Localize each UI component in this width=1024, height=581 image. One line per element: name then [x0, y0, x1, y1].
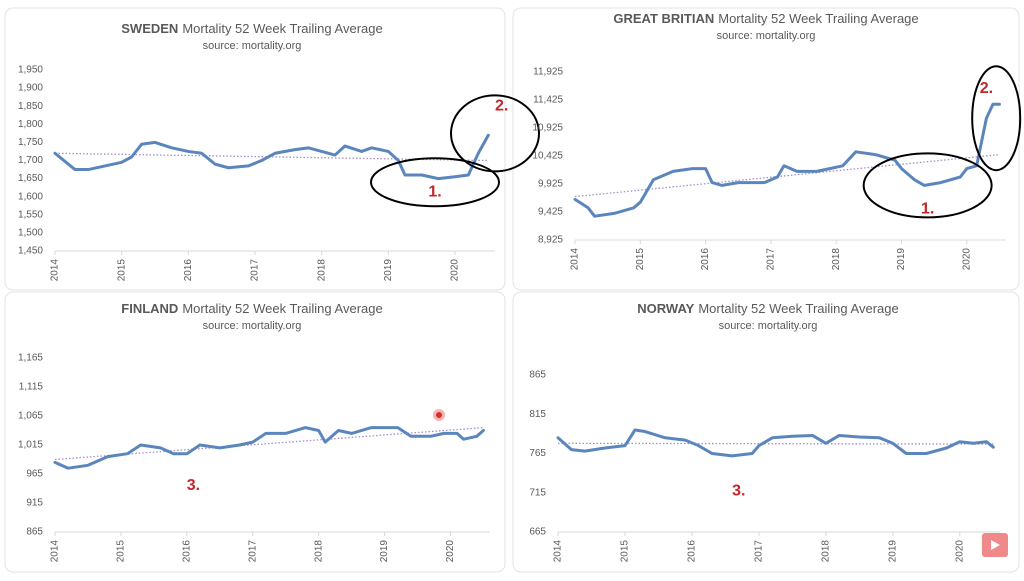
y-tick-label: 1,900 [18, 83, 43, 94]
x-tick-label: 2017 [250, 259, 261, 282]
video-icon-play [991, 540, 1000, 550]
y-tick-label: 1,165 [18, 353, 43, 364]
y-tick-label: 815 [529, 409, 546, 420]
y-tick-label: 1,850 [18, 101, 43, 112]
data-line [573, 102, 1001, 218]
chart-title-country: FINLAND [121, 301, 178, 316]
panel [4, 291, 506, 573]
chart-title-text: Mortality 52 Week Trailing Average [182, 301, 382, 316]
annotation: 1. [921, 200, 934, 217]
x-tick-label: 2017 [766, 248, 777, 271]
trend-line [557, 442, 994, 445]
x-tick-label: 2015 [635, 248, 646, 271]
highlight-ellipse [862, 152, 993, 219]
annotation: 2. [495, 97, 508, 114]
x-tick-label: 2014 [50, 259, 61, 282]
y-tick-label: 10,425 [532, 151, 563, 162]
data-line [53, 133, 490, 181]
trend-line [574, 153, 1000, 198]
x-tick-label: 2016 [183, 259, 194, 282]
x-tick-label: 2017 [754, 540, 765, 563]
y-tick-label: 10,925 [532, 123, 563, 134]
panel [4, 7, 506, 291]
chart-subtitle: source: mortality.org [203, 40, 302, 52]
chart-title: SWEDEN Mortality 52 Week Trailing Average [121, 21, 382, 36]
x-tick-label: 2019 [379, 540, 390, 563]
x-tick-label: 2016 [700, 248, 711, 271]
y-tick-label: 9,425 [538, 207, 563, 218]
x-tick-label: 2015 [620, 540, 631, 563]
trend-line [54, 426, 484, 461]
y-tick-label: 1,750 [18, 137, 43, 148]
x-tick-label: 2020 [961, 248, 972, 271]
x-tick-label: 2018 [313, 540, 324, 563]
y-tick-label: 1,550 [18, 209, 43, 220]
chart-subtitle: source: mortality.org [203, 320, 302, 332]
y-tick-label: 865 [26, 527, 43, 538]
y-tick-label: 11,925 [533, 67, 563, 78]
y-tick-label: 11,425 [533, 95, 563, 106]
chart-subtitle: source: mortality.org [719, 320, 818, 332]
y-tick-label: 1,065 [18, 411, 43, 422]
y-tick-label: 765 [529, 448, 546, 459]
y-tick-label: 665 [529, 527, 546, 538]
x-tick-label: 2016 [687, 540, 698, 563]
data-line [556, 428, 995, 458]
x-tick-label: 2019 [383, 259, 394, 282]
x-tick-label: 2015 [116, 259, 127, 282]
chart-subtitle: source: mortality.org [717, 30, 816, 42]
y-tick-label: 1,600 [18, 191, 43, 202]
x-tick-label: 2020 [450, 259, 461, 282]
x-tick-label: 2019 [896, 248, 907, 271]
chart-title-country: NORWAY [637, 301, 694, 316]
x-tick-label: 2018 [821, 540, 832, 563]
y-tick-label: 1,015 [18, 440, 43, 451]
highlight-ellipse [450, 94, 540, 173]
x-tick-label: 2020 [954, 540, 965, 563]
x-tick-label: 2014 [570, 248, 581, 271]
x-tick-label: 2019 [887, 540, 898, 563]
highlight-ellipse [370, 157, 500, 208]
annotation: 3. [187, 477, 200, 494]
y-tick-label: 715 [529, 487, 546, 498]
chart-title-text: Mortality 52 Week Trailing Average [718, 11, 918, 26]
annotation: 3. [732, 482, 745, 499]
y-tick-label: 915 [26, 498, 43, 509]
chart-title-country: SWEDEN [121, 21, 178, 36]
x-tick-label: 2016 [181, 540, 192, 563]
y-tick-label: 1,950 [18, 65, 43, 76]
cursor-dot [436, 412, 442, 418]
y-tick-label: 865 [529, 370, 546, 381]
x-tick-label: 2018 [316, 259, 327, 282]
annotation: 2. [980, 80, 993, 97]
y-tick-label: 965 [26, 469, 43, 480]
y-tick-label: 9,925 [538, 179, 563, 190]
data-line [53, 426, 485, 470]
y-tick-label: 1,800 [18, 119, 43, 130]
highlight-ellipse [971, 65, 1022, 172]
annotation: 1. [428, 184, 441, 201]
y-tick-label: 8,925 [538, 235, 563, 246]
chart-title: NORWAY Mortality 52 Week Trailing Average [637, 301, 898, 316]
x-tick-label: 2020 [445, 540, 456, 563]
x-tick-label: 2014 [553, 540, 564, 563]
x-tick-label: 2015 [116, 540, 127, 563]
y-tick-label: 1,500 [18, 228, 43, 239]
chart-title-text: Mortality 52 Week Trailing Average [182, 21, 382, 36]
panel [512, 291, 1020, 573]
chart-title-country: GREAT BRITIAN [613, 11, 714, 26]
chart-title: FINLAND Mortality 52 Week Trailing Averag… [121, 301, 382, 316]
x-tick-label: 2017 [247, 540, 258, 563]
chart-title-text: Mortality 52 Week Trailing Average [698, 301, 898, 316]
chart-title: GREAT BRITIAN Mortality 52 Week Trailing … [613, 11, 918, 26]
y-tick-label: 1,650 [18, 173, 43, 184]
x-tick-label: 2018 [831, 248, 842, 271]
x-tick-label: 2014 [50, 540, 61, 563]
panel [512, 7, 1020, 291]
y-tick-label: 1,700 [18, 155, 43, 166]
y-tick-label: 1,115 [19, 382, 44, 393]
y-tick-label: 1,450 [18, 246, 43, 257]
